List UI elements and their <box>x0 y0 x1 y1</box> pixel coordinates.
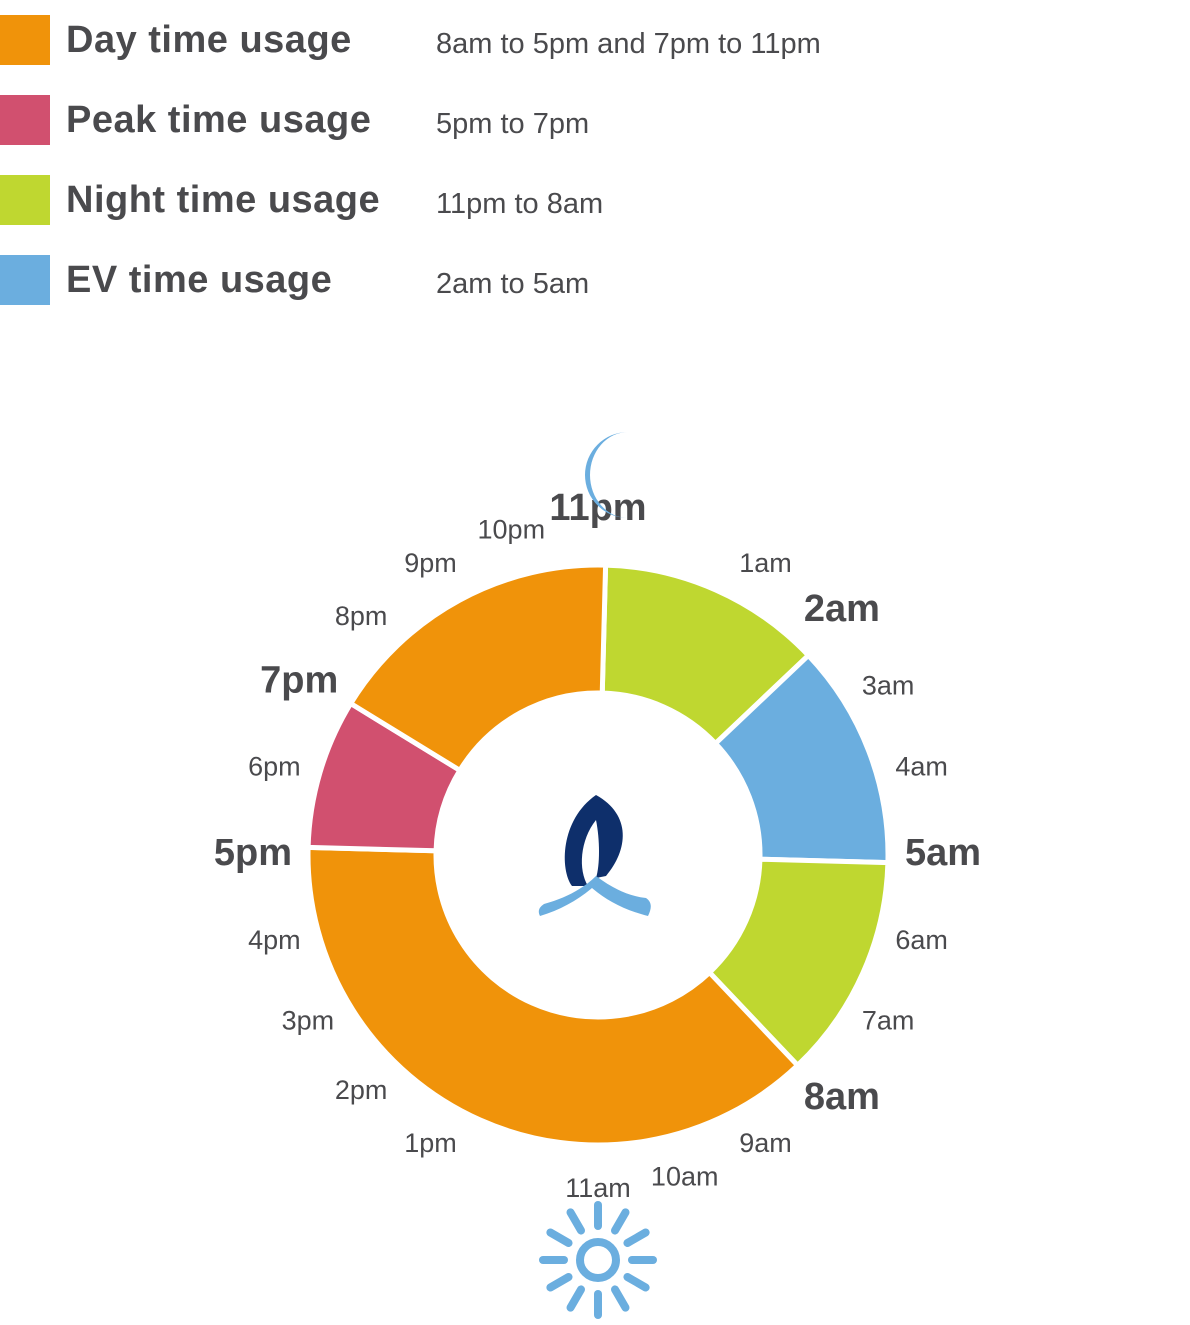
legend-item-day: Day time usage 8am to 5pm and 7pm to 11p… <box>0 15 1000 65</box>
segment-night-time-usage-0 <box>599 562 812 748</box>
hour-label-6pm: 6pm <box>248 751 301 781</box>
legend-swatch-night <box>0 175 50 225</box>
flame-logo-icon <box>538 795 651 916</box>
legend-label-ev: EV time usage <box>66 259 333 301</box>
segment-day-time-usage-5 <box>347 562 609 774</box>
hour-label-7am: 7am <box>862 1006 915 1036</box>
hour-label-9pm: 9pm <box>404 548 457 578</box>
segment-ev-time-usage-1 <box>711 651 891 866</box>
legend-swatch-ev <box>0 255 50 305</box>
hour-label-2pm: 2pm <box>335 1075 388 1105</box>
segment-night-time-usage-2 <box>705 856 891 1069</box>
legend-label-peak: Peak time usage <box>66 99 372 141</box>
hour-label-8pm: 8pm <box>335 601 388 631</box>
legend-range-ev: 2am to 5am <box>436 268 590 300</box>
hour-labels: 11pm 1am 2am 3am 4am 5am 6am 7am 8am 9am 10am 11am 1… <box>214 487 981 1203</box>
hour-label-8am: 8am <box>804 1076 880 1118</box>
hour-label-3am: 3am <box>862 671 915 701</box>
hour-label-10pm: 10pm <box>478 515 546 545</box>
hour-label-1am: 1am <box>739 548 792 578</box>
legend-swatch-day <box>0 15 50 65</box>
hour-label-10am: 10am <box>651 1162 719 1192</box>
hour-label-11am: 11am <box>565 1173 631 1203</box>
hour-label-3pm: 3pm <box>282 1006 335 1036</box>
donut-segments <box>305 562 891 1148</box>
legend-label-day: Day time usage <box>66 19 352 61</box>
hour-label-9am: 9am <box>739 1128 792 1158</box>
legend-item-peak: Peak time usage 5pm to 7pm <box>0 95 1000 145</box>
hour-label-1pm: 1pm <box>404 1128 457 1158</box>
hour-label-4pm: 4pm <box>248 925 301 955</box>
hour-label-2am: 2am <box>804 588 880 630</box>
hour-label-7pm: 7pm <box>260 660 338 702</box>
hour-label-6am: 6am <box>895 925 948 955</box>
hour-label-5am: 5am <box>905 832 981 874</box>
segment-day-time-usage-3 <box>305 844 802 1148</box>
legend-item-night: Night time usage 11pm to 8am <box>0 175 1000 225</box>
legend-range-peak: 5pm to 7pm <box>436 108 590 140</box>
legend-label-night: Night time usage <box>66 179 381 221</box>
hour-label-5pm: 5pm <box>214 832 292 874</box>
hour-label-11pm: 11pm <box>549 487 646 529</box>
legend-range-day: 8am to 5pm and 7pm to 11pm <box>436 28 821 60</box>
legend-range-night: 11pm to 8am <box>436 188 604 220</box>
sun-icon <box>539 1201 657 1319</box>
legend-swatch-peak <box>0 95 50 145</box>
hour-label-4am: 4am <box>895 751 948 781</box>
legend-item-ev: EV time usage 2am to 5am <box>0 255 1000 305</box>
